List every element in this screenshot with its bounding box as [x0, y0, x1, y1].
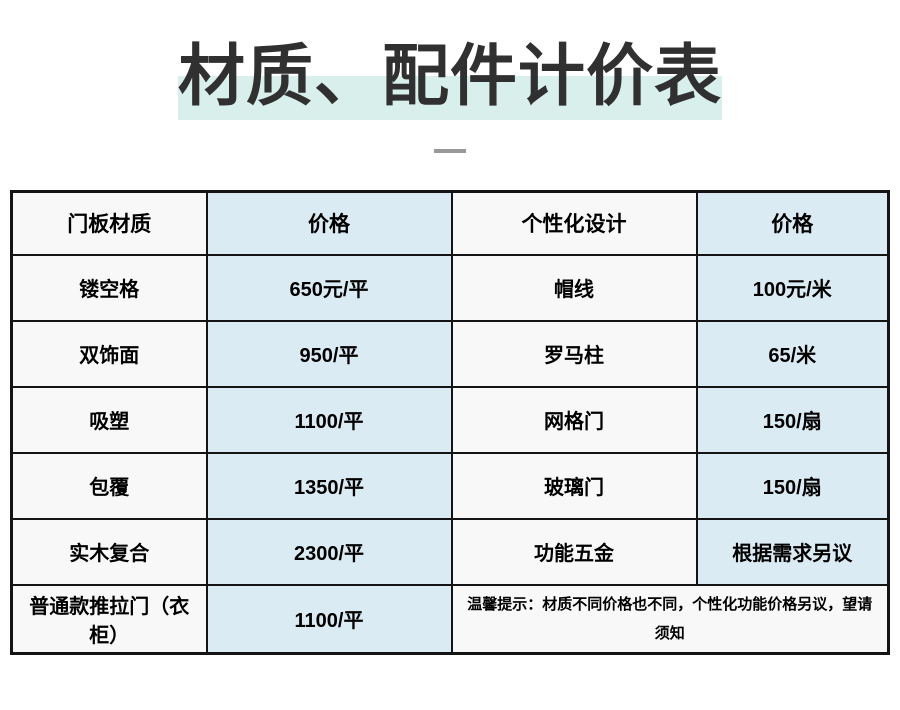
page-title-wrap: 材质、配件计价表: [0, 40, 900, 120]
design-price: 100元/米: [695, 253, 890, 322]
design-price: 根据需求另议: [695, 517, 890, 586]
material-name: 普通款推拉门（衣柜）: [10, 583, 208, 655]
table-row: 吸塑 1100/平 网格门 150/扇: [10, 385, 890, 454]
material-price: 1350/平: [205, 451, 453, 520]
material-price: 2300/平: [205, 517, 453, 586]
page-title: 材质、配件计价表: [178, 40, 722, 120]
table-last-row: 普通款推拉门（衣柜） 1100/平 温馨提示：材质不同价格也不同，个性化功能价格…: [10, 583, 890, 655]
design-name: 帽线: [450, 253, 698, 322]
design-name: 玻璃门: [450, 451, 698, 520]
material-name: 实木复合: [10, 517, 208, 586]
notice-text: 温馨提示：材质不同价格也不同，个性化功能价格另议，望请须知: [450, 583, 890, 655]
material-price: 1100/平: [205, 385, 453, 454]
table-row: 镂空格 650元/平 帽线 100元/米: [10, 253, 890, 322]
pricing-table: 门板材质 价格 个性化设计 价格 镂空格 650元/平 帽线 100元/米 双饰…: [10, 190, 890, 655]
design-name: 网格门: [450, 385, 698, 454]
material-name: 包覆: [10, 451, 208, 520]
material-name: 镂空格: [10, 253, 208, 322]
header-price-left: 价格: [205, 190, 453, 256]
header-price-right: 价格: [695, 190, 890, 256]
material-price: 1100/平: [205, 583, 453, 655]
table-header-row: 门板材质 价格 个性化设计 价格: [10, 190, 890, 256]
design-price: 65/米: [695, 319, 890, 388]
table-row: 实木复合 2300/平 功能五金 根据需求另议: [10, 517, 890, 586]
title-divider-dash: [434, 149, 466, 153]
header-personalized-design: 个性化设计: [450, 190, 698, 256]
design-price: 150/扇: [695, 451, 890, 520]
material-name: 双饰面: [10, 319, 208, 388]
design-name: 功能五金: [450, 517, 698, 586]
table-row: 双饰面 950/平 罗马柱 65/米: [10, 319, 890, 388]
material-price: 650元/平: [205, 253, 453, 322]
material-name: 吸塑: [10, 385, 208, 454]
design-price: 150/扇: [695, 385, 890, 454]
design-name: 罗马柱: [450, 319, 698, 388]
material-price: 950/平: [205, 319, 453, 388]
header-door-material: 门板材质: [10, 190, 208, 256]
table-row: 包覆 1350/平 玻璃门 150/扇: [10, 451, 890, 520]
